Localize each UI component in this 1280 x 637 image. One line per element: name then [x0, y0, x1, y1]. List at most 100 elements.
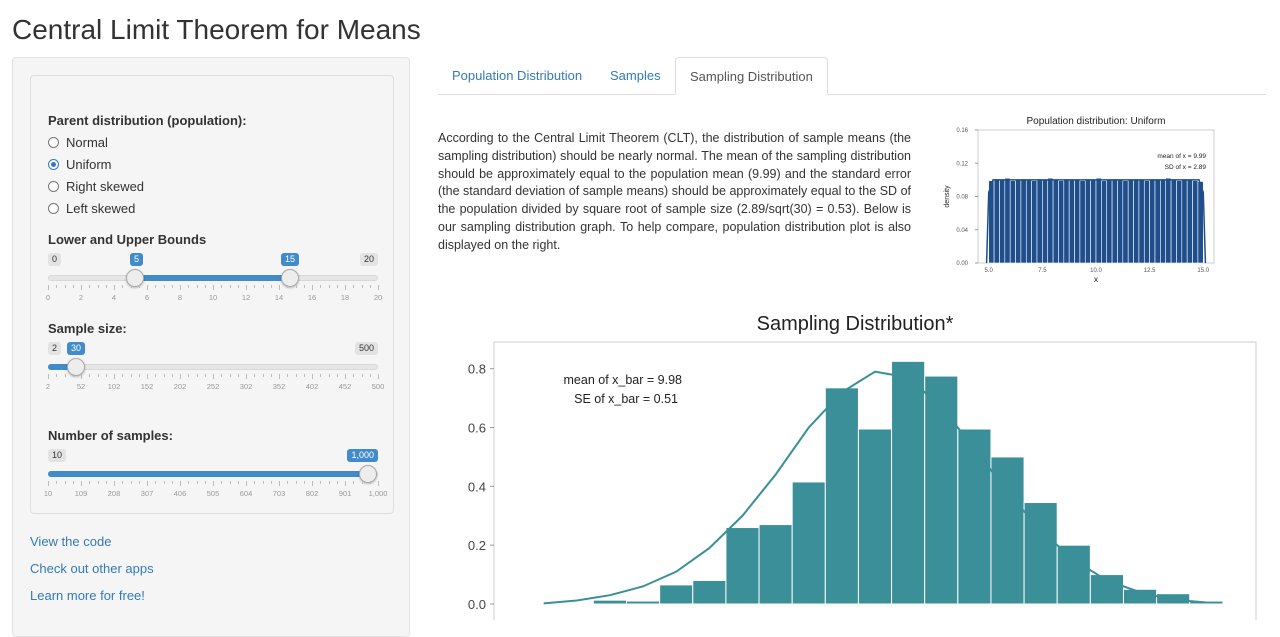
sample-size-tick-label: 252 [206, 382, 220, 391]
num-samples-minor-tick [64, 481, 66, 484]
pop-bar [993, 178, 1000, 264]
num-samples-tick-label: 802 [305, 489, 319, 498]
learn-more-link[interactable]: Learn more for free! [30, 588, 145, 603]
sample-size-minor-tick [237, 374, 239, 377]
bounds-minor-tick [254, 285, 256, 288]
num-samples-tick-label: 406 [173, 489, 187, 498]
bounds-tick-label: 14 [274, 293, 284, 302]
pop-bar [988, 180, 995, 264]
sample-size-handle[interactable] [67, 358, 85, 376]
num-samples-tick-label: 10 [43, 489, 53, 498]
bounds-high-handle[interactable] [281, 269, 299, 287]
sampling-bar [990, 456, 1025, 605]
sample-size-max-chip: 500 [354, 342, 378, 355]
sample-size-minor-tick [204, 374, 206, 377]
pop-bar [1095, 177, 1102, 264]
sampling-bar [692, 579, 727, 605]
num-samples-minor-tick [105, 481, 107, 484]
sampling-bar [1189, 600, 1224, 605]
tab-population-distribution[interactable]: Population Distribution [452, 68, 583, 83]
bounds-low-chip: 5 [130, 253, 144, 266]
pop-bar [1063, 178, 1070, 264]
other-apps-link[interactable]: Check out other apps [30, 561, 154, 576]
num-samples-major-tick [180, 481, 181, 486]
num-samples-major-tick [345, 481, 346, 486]
sample-size-major-tick [312, 374, 313, 379]
view-code-link[interactable]: View the code [30, 534, 112, 549]
bounds-minor-tick [369, 285, 371, 288]
sample-size-minor-tick [320, 374, 322, 377]
pop-bar [1127, 179, 1134, 264]
radio-left-skewed-label: Left skewed [66, 201, 136, 216]
pop-bar [1181, 178, 1188, 264]
pop-bar [1015, 179, 1022, 264]
radio-uniform[interactable]: Uniform [48, 157, 112, 172]
radio-left-skewed[interactable]: Left skewed [48, 201, 135, 216]
sampling-y-tick-label: 0.2 [468, 538, 486, 553]
bounds-tick-label: 10 [208, 293, 218, 302]
bounds-major-tick [312, 285, 313, 290]
bounds-major-tick [213, 285, 214, 290]
num-samples-minor-tick [369, 481, 371, 484]
sampling-bar [725, 527, 760, 605]
pop-y-tick-label: 0.12 [956, 161, 968, 167]
pop-x-axis-label: x [1094, 275, 1098, 284]
bounds-minor-tick [72, 285, 74, 288]
bounds-high-chip: 15 [281, 253, 300, 266]
radio-normal-icon [48, 137, 59, 148]
tab-sampling-distribution[interactable]: Sampling Distribution [675, 57, 828, 95]
bounds-minor-tick [97, 285, 99, 288]
pop-x-tick-label: 12.5 [1144, 268, 1156, 274]
sample-size-tick-label: 202 [173, 382, 187, 391]
bounds-max-chip: 20 [359, 253, 378, 266]
sample-size-minor-tick [97, 374, 99, 377]
num-samples-major-tick [81, 481, 82, 486]
sample-size-tick-label: 452 [338, 382, 352, 391]
num-samples-ticks: 10 109 208 307 406 505 604 703 802 901 1,000 [44, 481, 387, 498]
num-samples-major-tick [213, 481, 214, 486]
bounds-minor-tick [336, 285, 338, 288]
bounds-major-tick [279, 285, 280, 290]
radio-right-skewed-icon [48, 181, 59, 192]
num-samples-handle[interactable] [359, 465, 377, 483]
num-samples-major-tick [279, 481, 280, 486]
bounds-tick-label: 0 [45, 293, 51, 302]
bounds-minor-tick [237, 285, 239, 288]
sample-size-tick-label: 2 [45, 382, 51, 391]
pop-bar [1165, 177, 1172, 264]
num-samples-minor-tick [155, 481, 157, 484]
pop-bar [1090, 179, 1097, 264]
num-samples-minor-tick [328, 481, 330, 484]
pop-density-curve [985, 179, 1207, 264]
sample-size-major-tick [378, 374, 379, 379]
radio-normal-label: Normal [66, 135, 108, 150]
bounds-minor-tick [89, 285, 91, 288]
sample-size-minor-tick [229, 374, 231, 377]
tab-bar: Population Distribution Samples Sampling… [438, 57, 1266, 95]
num-samples-minor-tick [295, 481, 297, 484]
pop-bar [1106, 179, 1113, 264]
num-samples-major-tick [147, 481, 148, 486]
num-samples-major-tick [378, 481, 379, 486]
radio-normal[interactable]: Normal [48, 135, 108, 150]
sampling-y-tick-label: 0.4 [468, 479, 486, 494]
pop-bar [1068, 179, 1075, 264]
radio-right-skewed-label: Right skewed [66, 179, 145, 194]
sample-size-track[interactable] [48, 364, 378, 370]
bounds-major-tick [345, 285, 346, 290]
sample-size-minor-tick [155, 374, 157, 377]
bounds-tick-label: 2 [78, 293, 84, 302]
radio-right-skewed[interactable]: Right skewed [48, 179, 144, 194]
num-samples-minor-tick [336, 481, 338, 484]
sample-size-minor-tick [163, 374, 165, 377]
sample-size-minor-tick [122, 374, 124, 377]
sample-size-tick-label: 402 [305, 382, 319, 391]
sampling-bar [791, 481, 826, 605]
tab-samples[interactable]: Samples [610, 68, 661, 83]
sampling-bar [891, 360, 926, 605]
sample-size-minor-tick [64, 374, 66, 377]
bounds-tick-label: 4 [111, 293, 117, 302]
bounds-low-handle[interactable] [126, 269, 144, 287]
num-samples-minor-tick [196, 481, 198, 484]
radio-uniform-icon [48, 159, 59, 170]
